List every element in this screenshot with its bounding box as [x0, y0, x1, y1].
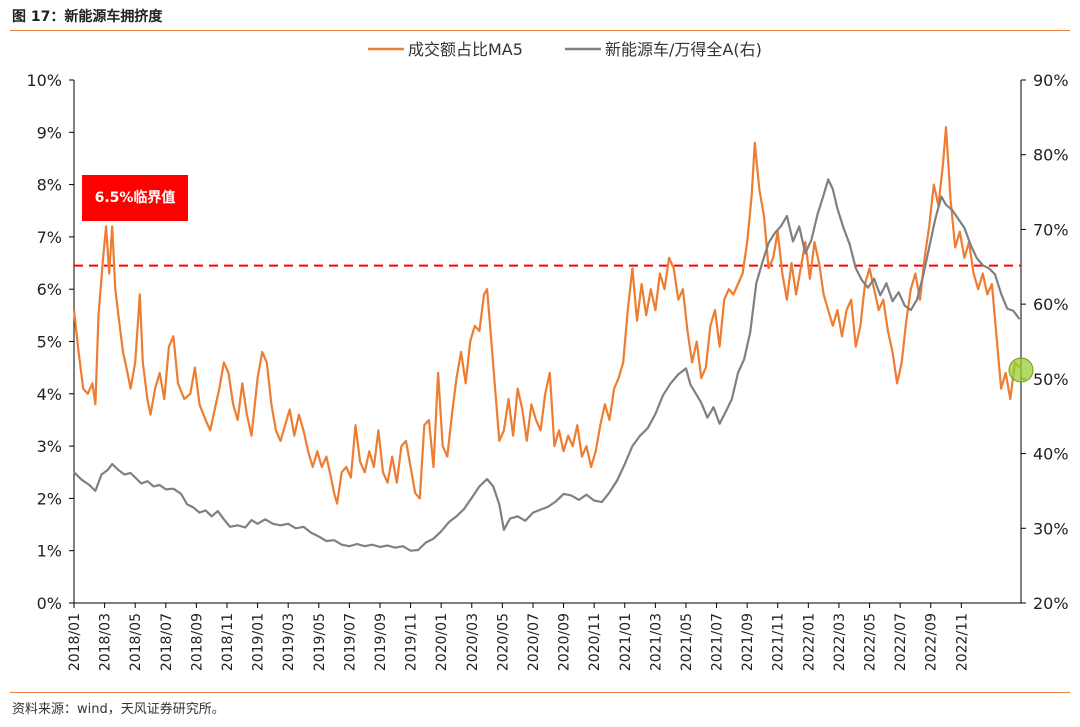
x-tick-label: 2022/05: [863, 613, 879, 671]
y-left-tick-label: 7%: [37, 228, 62, 247]
series-line-nev-ratio: [73, 178, 1021, 552]
x-tick-label: 2021/07: [710, 613, 726, 671]
x-tick-label: 2019/03: [281, 613, 297, 671]
y-left-tick-label: 3%: [37, 437, 62, 456]
x-tick-label: 2021/05: [679, 613, 695, 671]
y-right-tick-label: 50%: [1033, 370, 1069, 389]
x-tick-label: 2019/09: [373, 613, 389, 671]
x-tick-label: 2019/07: [342, 613, 358, 671]
y-left-tick-label: 0%: [37, 594, 62, 613]
y-right-tick-label: 60%: [1033, 295, 1069, 314]
y-right-tick-label: 30%: [1033, 519, 1069, 538]
x-tick-label: 2019/01: [251, 613, 267, 671]
x-tick-label: 2018/11: [220, 613, 236, 671]
y-left-tick-label: 10%: [26, 71, 62, 90]
x-tick-label: 2020/11: [587, 613, 603, 671]
x-tick-label: 2022/03: [832, 613, 848, 671]
source-note: 资料来源：wind，天风证券研究所。: [12, 702, 225, 717]
x-tick-label: 2021/03: [648, 613, 664, 671]
y-right-tick-label: 70%: [1033, 220, 1069, 239]
y-left-tick-label: 1%: [37, 542, 62, 561]
top-rule: [10, 30, 1070, 31]
x-tick-label: 2022/07: [893, 613, 909, 671]
x-tick-label: 2018/03: [98, 613, 114, 671]
threshold-annotation: 6.5%临界值: [82, 175, 188, 221]
legend-label-ratio: 新能源车/万得全A(右): [605, 40, 762, 59]
x-tick-label: 2020/07: [526, 613, 542, 671]
y-right-tick-label: 40%: [1033, 445, 1069, 464]
highlight-marker: [1008, 357, 1034, 383]
x-tick-label: 2021/11: [771, 613, 787, 671]
y-left-tick-label: 4%: [37, 385, 62, 404]
y-left-tick-label: 5%: [37, 333, 62, 352]
y-left-tick-label: 9%: [37, 123, 62, 142]
x-tick-label: 2020/05: [495, 613, 511, 671]
y-right-tick-label: 20%: [1033, 594, 1069, 613]
y-left-tick-label: 8%: [37, 176, 62, 195]
axes: 0% 1% 2% 3% 4% 5% 6% 7% 8% 9% 10% 20% 30% 40% 50% 60% 70…: [26, 71, 1068, 671]
series-line-share-ma5: [72, 126, 1021, 505]
x-tick-label: 2020/09: [557, 613, 573, 671]
series-group: [72, 126, 1021, 552]
figure-title: 图 17：新能源车拥挤度: [12, 9, 163, 25]
x-tick-label: 2019/05: [312, 613, 328, 671]
x-tick-label: 2020/01: [434, 613, 450, 671]
y-left-tick-label: 6%: [37, 280, 62, 299]
y-right-tick-label: 80%: [1033, 146, 1069, 165]
x-tick-label: 2020/03: [465, 613, 481, 671]
threshold-label: 6.5%临界值: [95, 189, 176, 206]
y-right-tick-label: 90%: [1033, 71, 1069, 90]
threshold-label-box: [82, 175, 188, 221]
x-tick-label: 2021/09: [740, 613, 756, 671]
x-tick-label: 2018/01: [67, 613, 83, 671]
x-tick-label: 2019/11: [404, 613, 420, 671]
x-tick-label: 2022/01: [801, 613, 817, 671]
bottom-rule: [10, 692, 1070, 693]
chart: 成交额占比MA5 新能源车/万得全A(右) 0% 1% 2% 3% 4% 5% 6% 7% 8%…: [26, 40, 1068, 671]
x-tick-label: 2022/11: [954, 613, 970, 671]
x-tick-label: 2018/05: [128, 613, 144, 671]
x-tick-label: 2018/09: [189, 613, 205, 671]
x-tick-label: 2021/01: [618, 613, 634, 671]
y-left-tick-label: 2%: [37, 489, 62, 508]
legend-label-share: 成交额占比MA5: [408, 40, 523, 59]
legend: 成交额占比MA5 新能源车/万得全A(右): [368, 40, 762, 59]
x-tick-label: 2018/07: [159, 613, 175, 671]
x-tick-label: 2022/09: [924, 613, 940, 671]
